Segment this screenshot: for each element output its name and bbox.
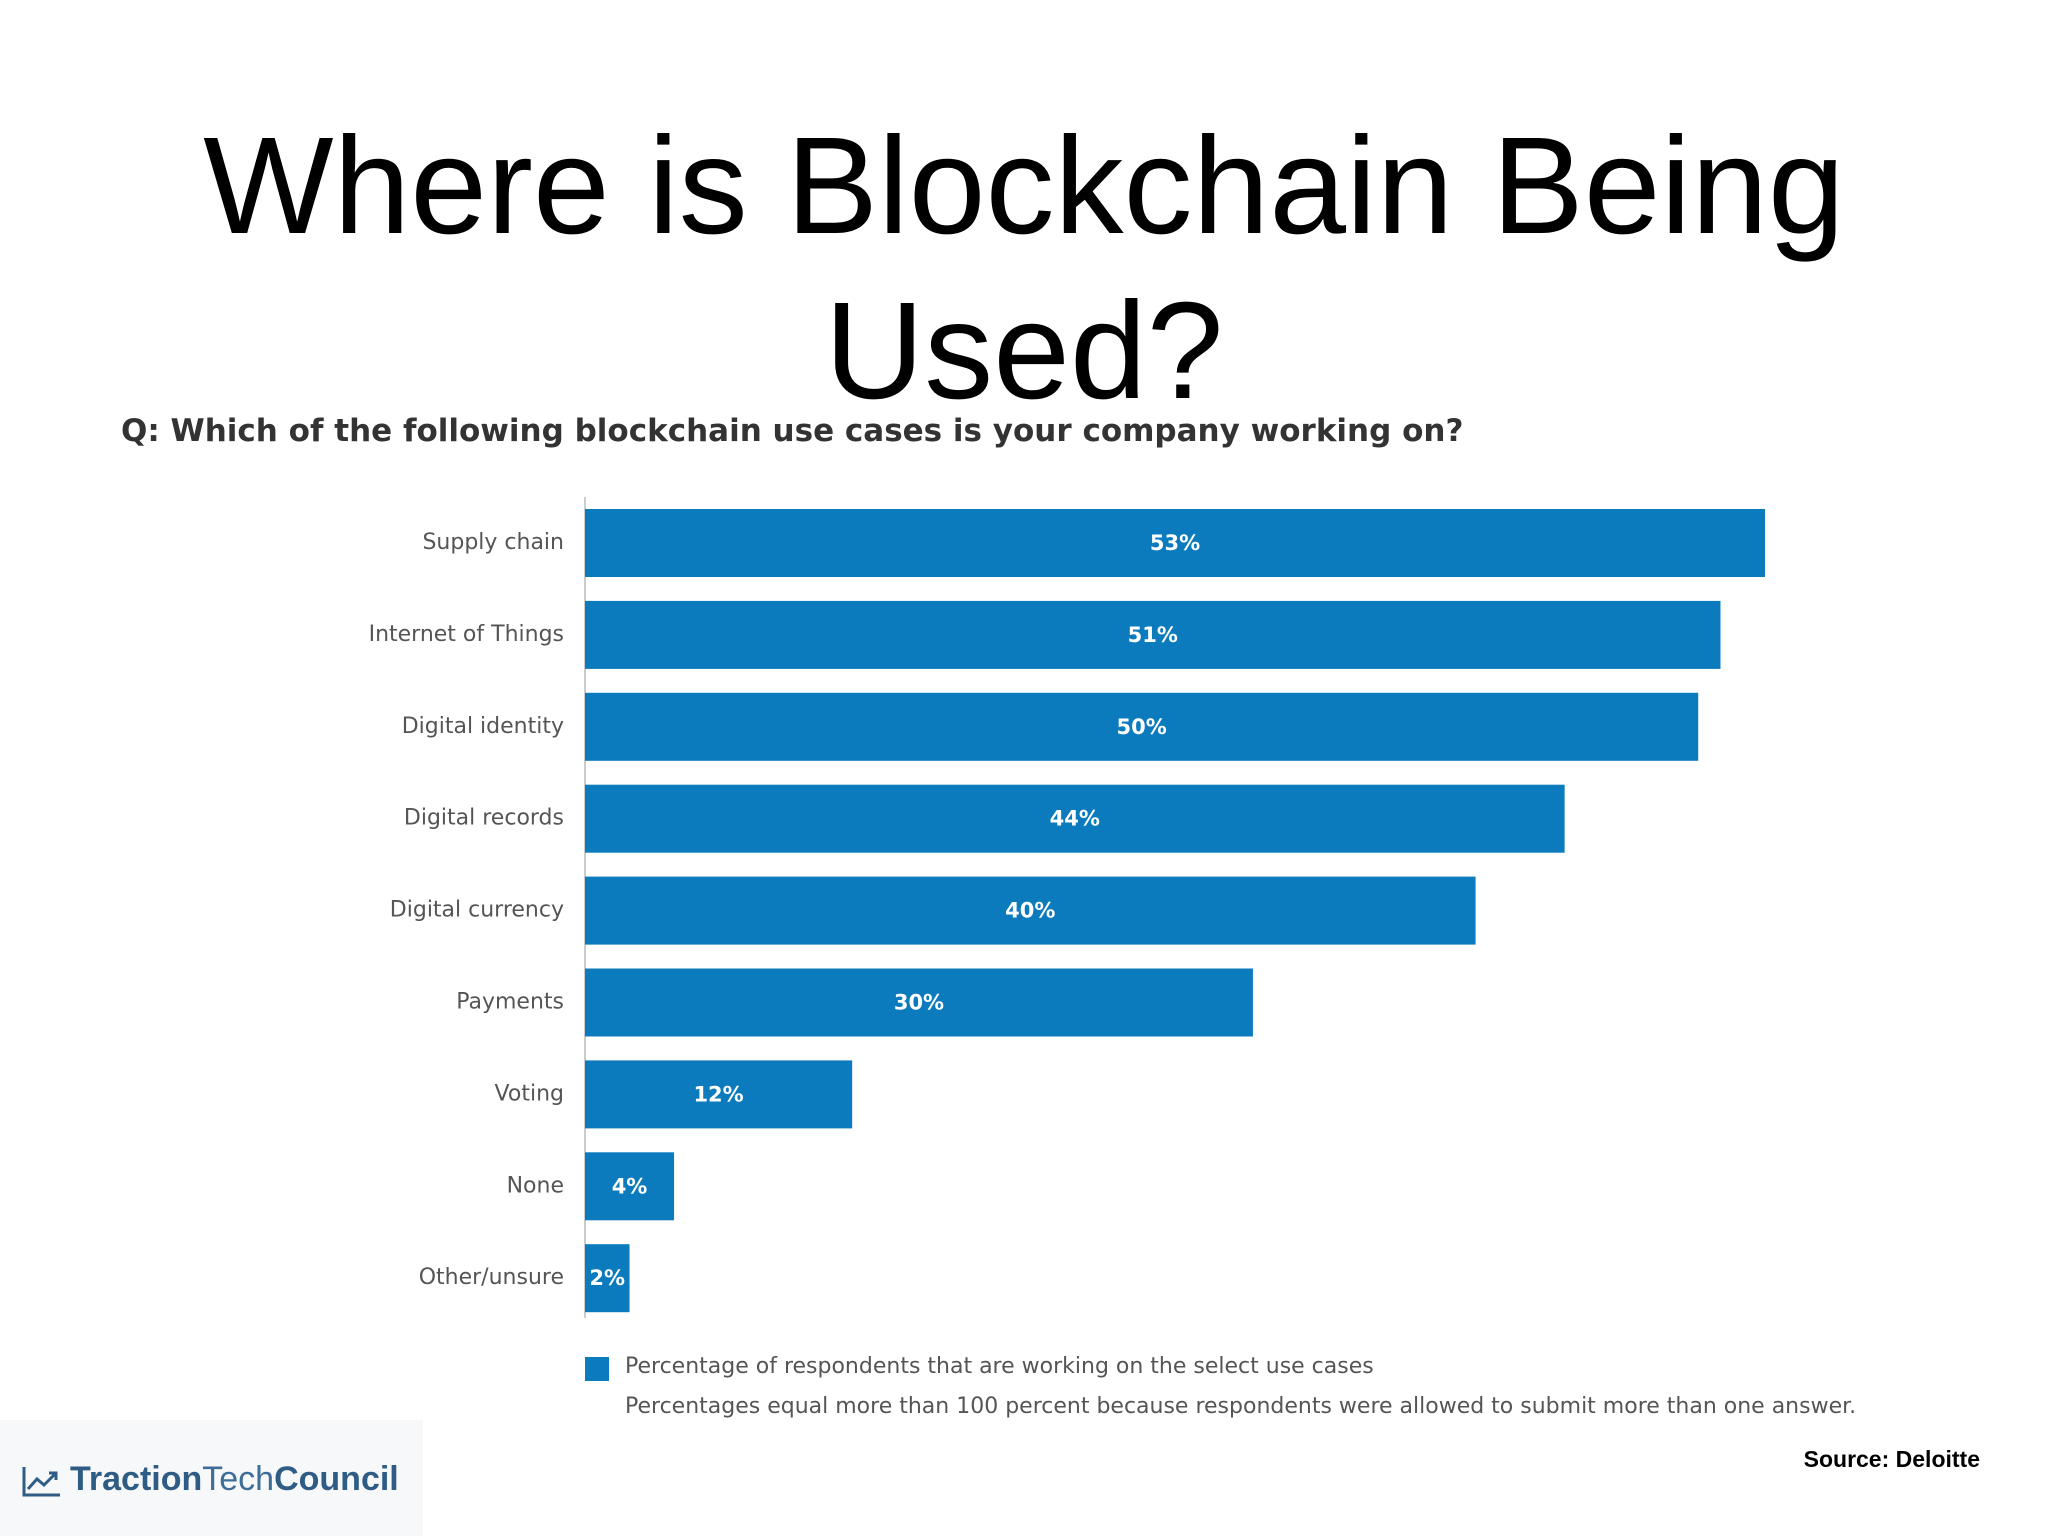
bars-layer: Supply chain 53% Internet of Things 51% Digi… [369,509,1765,1313]
value-label: 12% [693,1082,743,1106]
chart-note: Percentages equal more than 100 percent … [625,1394,1857,1419]
bar-payments [585,968,1253,1037]
legend-swatch [585,1357,609,1381]
bar-digital-currency [585,876,1476,945]
bar-none [585,1152,675,1221]
chart-question: Q: Which of the following blockchain use… [121,413,1464,449]
value-label: 53% [1150,531,1200,555]
slide-title: Where is Blockchain Being Used? [0,104,2048,434]
category-label: Supply chain [422,530,564,555]
category-label: None [507,1173,564,1198]
bar-supply-chain [585,509,1765,577]
category-label: Internet of Things [369,622,564,647]
tractiontechcouncil-logo: TractionTechCouncil [0,1420,423,1536]
category-label: Digital records [404,806,564,831]
value-label: 2% [589,1266,625,1290]
value-label: 44% [1050,807,1100,831]
category-label: Digital currency [390,898,564,923]
value-label: 4% [612,1174,648,1198]
category-label: Voting [495,1081,564,1106]
value-label: 30% [894,991,944,1015]
value-label: 51% [1128,623,1178,647]
logo-text-traction: Traction [70,1460,203,1498]
bar-chart: Supply chain 53% Internet of Things 51% Digi… [369,497,1765,1318]
value-label: 50% [1116,715,1166,739]
category-label: Digital identity [402,714,564,739]
bar-other-unsure [585,1244,630,1313]
category-label: Payments [456,990,564,1015]
category-label: Other/unsure [419,1265,564,1290]
logo-text: TractionTechCouncil [70,1460,399,1499]
bar-internet-of-things [585,600,1721,669]
line-chart-icon [22,1467,60,1497]
bar-voting [585,1060,853,1129]
logo-text-council: Council [274,1460,399,1498]
logo-text-tech: Tech [202,1460,275,1498]
bar-digital-records [585,784,1565,853]
slide-title-line2: Used? [824,274,1224,428]
legend-series-label: Percentage of respondents that are worki… [625,1354,1374,1379]
source-label: Source: Deloitte [1803,1446,1980,1472]
slide-title-line1: Where is Blockchain Being [203,109,1845,263]
bar-digital-identity [585,692,1699,761]
value-label: 40% [1005,899,1055,923]
